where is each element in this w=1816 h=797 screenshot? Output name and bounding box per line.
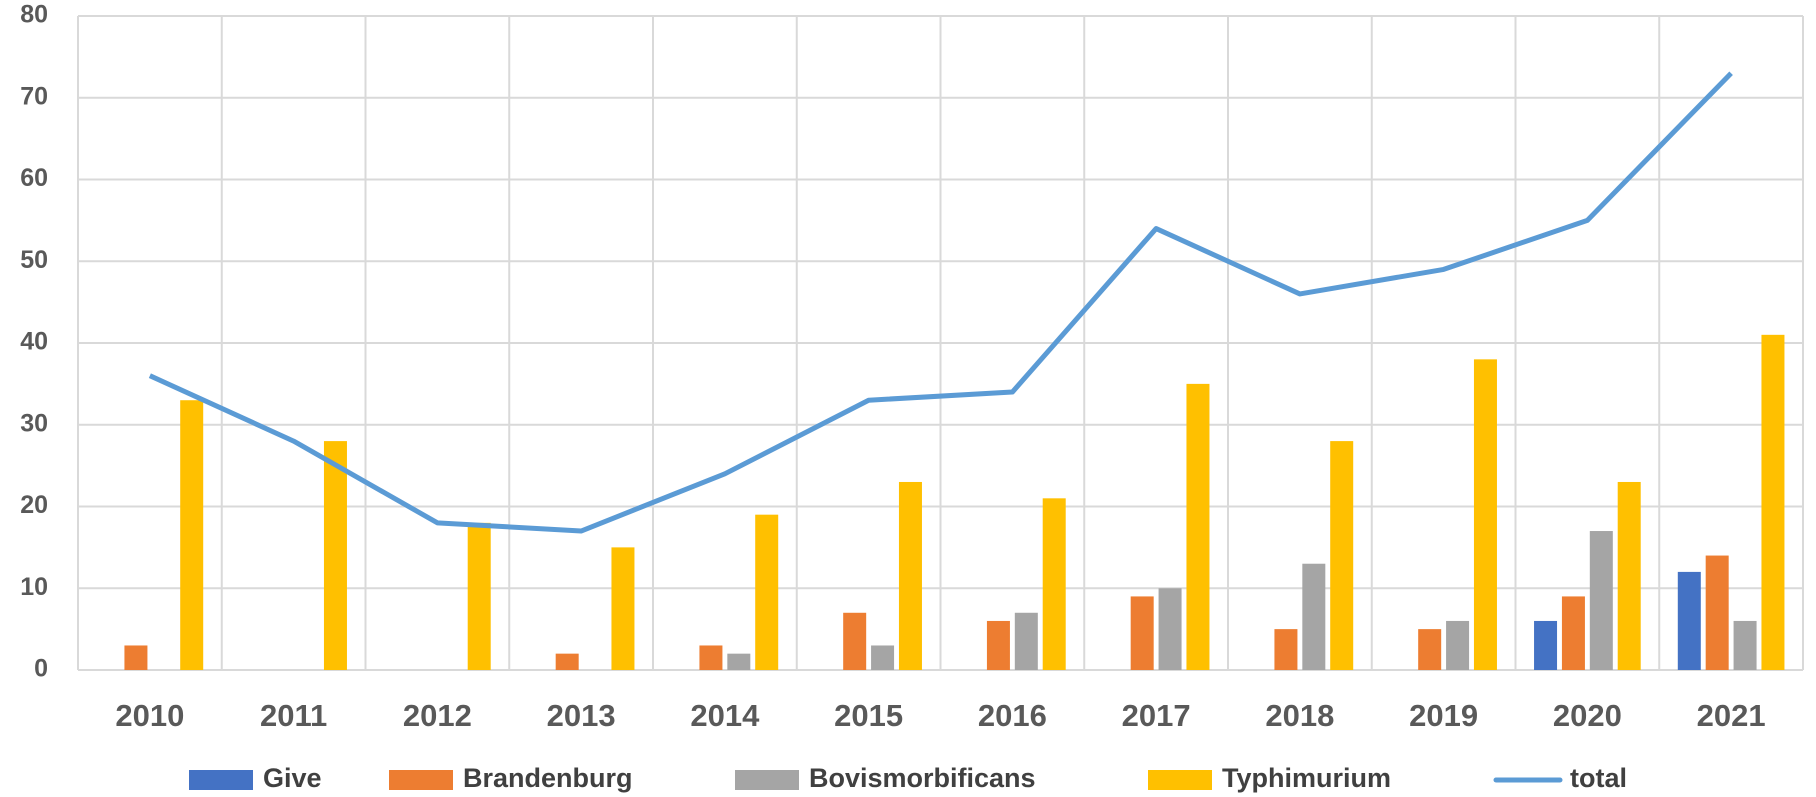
legend-label: Brandenburg (463, 763, 633, 793)
bar (467, 522, 491, 670)
x-tick-label: 2021 (1697, 698, 1766, 733)
y-tick-label: 20 (20, 491, 48, 519)
y-tick-label: 70 (20, 82, 48, 110)
y-tick-label: 60 (20, 164, 48, 192)
x-tick-label: 2019 (1409, 698, 1478, 733)
bar (124, 645, 148, 670)
bar (1589, 531, 1613, 670)
x-tick-label: 2010 (115, 698, 184, 733)
x-tick-label: 2017 (1122, 698, 1191, 733)
bar (1014, 612, 1038, 670)
y-tick-label: 30 (20, 409, 48, 437)
bar (1042, 498, 1066, 670)
bar (1761, 334, 1785, 670)
bar (1705, 555, 1729, 670)
bar (843, 612, 867, 670)
legend-swatch (735, 770, 799, 790)
y-tick-label: 80 (20, 1, 48, 29)
x-tick-label: 2011 (260, 698, 327, 733)
y-tick-label: 50 (20, 246, 48, 274)
y-tick-label: 0 (34, 655, 48, 683)
legend-label: Typhimurium (1222, 763, 1391, 793)
legend-swatch (189, 770, 253, 790)
line-series (148, 71, 1733, 534)
bar (1158, 588, 1182, 670)
bar (323, 441, 347, 670)
legend-label: Give (263, 763, 322, 793)
bar (986, 620, 1010, 670)
bar (1534, 620, 1558, 670)
legend-label: total (1570, 763, 1627, 793)
legend-label: Bovismorbificans (809, 763, 1036, 793)
bar (1186, 383, 1210, 670)
x-tick-label: 2020 (1553, 698, 1622, 733)
bar (1561, 596, 1585, 670)
legend-swatch (389, 770, 453, 790)
y-tick-label: 10 (20, 573, 48, 601)
bar (1733, 620, 1757, 670)
bar (611, 547, 635, 670)
legend-swatch (1148, 770, 1212, 790)
x-tick-label: 2013 (547, 698, 616, 733)
bar (699, 645, 723, 670)
bar (1446, 620, 1470, 670)
bar (1302, 563, 1326, 670)
x-tick-label: 2015 (834, 698, 903, 733)
x-tick-label: 2012 (403, 698, 472, 733)
bar (1677, 571, 1701, 670)
x-tick-label: 2016 (978, 698, 1047, 733)
bar (1418, 629, 1442, 670)
bar (1130, 596, 1154, 670)
bar (1617, 481, 1641, 670)
bar (871, 645, 895, 670)
bar (755, 514, 779, 670)
bar (898, 481, 922, 670)
bar (1274, 629, 1298, 670)
bar (1330, 441, 1354, 670)
y-tick-label: 40 (20, 328, 48, 356)
x-tick-label: 2014 (690, 698, 760, 733)
bar (1473, 359, 1497, 670)
bar (727, 653, 751, 670)
bar (555, 653, 579, 670)
x-tick-label: 2018 (1265, 698, 1334, 733)
bar (180, 400, 204, 670)
